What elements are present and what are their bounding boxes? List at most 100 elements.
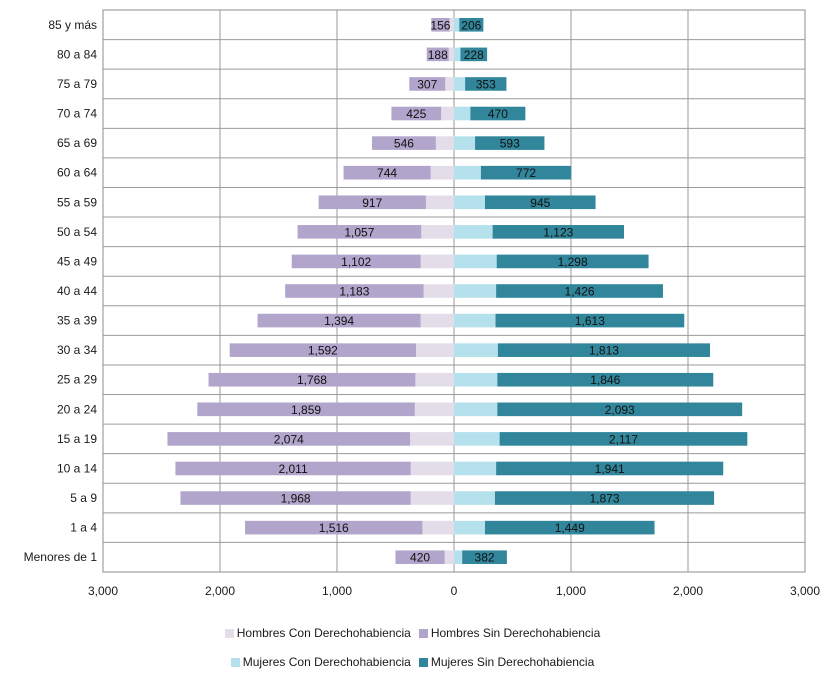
category-label: 35 a 39 (57, 314, 97, 328)
bar-hombres-con (410, 461, 454, 476)
grid-lines (102, 9, 806, 573)
x-tick-label: 3,000 (790, 584, 820, 598)
bar-mujeres-sin (465, 77, 507, 91)
bar-hombres-sin (291, 254, 421, 269)
data-label-mujeres-sin: 1,941 (595, 462, 625, 476)
bar-hombres-con (423, 284, 454, 298)
data-label-mujeres-sin: 1,846 (590, 373, 620, 387)
bar-mujeres-sin (485, 520, 655, 535)
category-label: 75 a 79 (57, 77, 97, 91)
data-labels: 156 206 188 228 307 353 425 470 546 593 744 772 917 9… (274, 18, 639, 564)
bar-mujeres-sin (499, 432, 748, 446)
bar-mujeres-con (454, 106, 471, 121)
bar-mujeres-con (454, 254, 497, 269)
x-tick-label: 0 (451, 584, 458, 598)
legend-label-mujeres-con: Mujeres Con Derechohabiencia (242, 655, 411, 669)
category-label: 45 a 49 (57, 254, 97, 268)
bar-hombres-sin (409, 77, 446, 91)
bar-mujeres-sin (497, 372, 714, 387)
x-axis-tick-labels: 3,000 2,000 1,000 0 1,000 2,000 3,000 (88, 584, 820, 598)
bar-hombres-sin (395, 550, 445, 565)
legend-item-hombres-sin[interactable]: Hombres Sin Derechohabiencia (418, 626, 600, 640)
legend-item-mujeres-con[interactable]: Mujeres Con Derechohabiencia (230, 655, 411, 669)
category-label: 10 a 14 (57, 461, 97, 475)
data-label-mujeres-sin: 593 (500, 137, 520, 151)
data-label-mujeres-sin: 206 (461, 18, 481, 32)
data-label-mujeres-sin: 2,117 (609, 432, 638, 446)
bar-mujeres-con (454, 550, 463, 565)
data-label-hombres-sin: 917 (362, 196, 382, 210)
data-label-hombres-sin: 2,011 (278, 462, 307, 476)
data-label-hombres-sin: 425 (406, 107, 426, 121)
bar-mujeres-con (454, 225, 493, 239)
bar-hombres-sin (208, 372, 416, 387)
category-label: 70 a 74 (57, 107, 97, 121)
bar-hombres-con (422, 520, 454, 535)
data-label-mujeres-sin: 945 (530, 196, 550, 210)
bar-hombres-sin (245, 520, 423, 535)
bar-hombres-con (445, 77, 454, 91)
bar-hombres-sin (343, 165, 431, 180)
bar-mujeres-sin (459, 17, 484, 32)
data-label-mujeres-sin: 1,426 (565, 285, 595, 299)
category-label: 30 a 34 (57, 343, 97, 357)
category-label: 1 a 4 (70, 521, 97, 535)
bar-mujeres-con (454, 77, 466, 91)
data-label-hombres-sin: 420 (410, 551, 430, 565)
category-label: 50 a 54 (57, 225, 97, 239)
bar-mujeres-sin (460, 47, 488, 62)
data-label-hombres-sin: 546 (394, 137, 414, 151)
category-label: Menores de 1 (24, 550, 98, 564)
legend-swatch-hombres-sin (418, 628, 428, 638)
legend-label-mujeres-sin: Mujeres Sin Derechohabiencia (430, 655, 595, 669)
x-tick-label: 2,000 (205, 584, 235, 598)
category-label: 65 a 69 (57, 136, 97, 150)
data-label-hombres-sin: 1,102 (341, 255, 371, 269)
category-label: 40 a 44 (57, 284, 97, 298)
bar-mujeres-sin (497, 343, 710, 357)
bar-mujeres-sin (494, 491, 715, 505)
bar-hombres-sin (297, 225, 422, 239)
bar-hombres-con (420, 313, 454, 328)
bar-hombres-con (425, 195, 454, 210)
bar-hombres-sin (180, 491, 411, 505)
legend-swatch-mujeres-con (230, 657, 240, 667)
data-label-mujeres-sin: 353 (476, 77, 496, 91)
data-label-mujeres-sin: 1,298 (558, 255, 588, 269)
category-label: 15 a 19 (57, 432, 97, 446)
data-label-mujeres-sin: 470 (488, 107, 508, 121)
bar-mujeres-sin (496, 284, 663, 298)
data-label-hombres-sin: 188 (428, 48, 448, 62)
legend-row-2: Mujeres Con Derechohabiencia Mujeres Sin… (0, 655, 825, 669)
bar-mujeres-con (454, 17, 460, 32)
bar-mujeres-con (454, 195, 486, 210)
bar-mujeres-con (454, 313, 496, 328)
bar-mujeres-con (454, 343, 498, 357)
category-label: 20 a 24 (57, 402, 97, 416)
bar-hombres-sin (318, 195, 426, 210)
category-label: 60 a 64 (57, 166, 97, 180)
data-label-mujeres-sin: 1,813 (589, 344, 619, 358)
bar-hombres-con (444, 550, 454, 565)
data-label-mujeres-sin: 228 (464, 48, 484, 62)
population-pyramid-chart: 85 y más 80 a 84 75 a 79 70 a 74 65 a 69 60 a… (24, 9, 820, 598)
legend-item-mujeres-sin[interactable]: Mujeres Sin Derechohabiencia (418, 655, 595, 669)
bar-hombres-sin (175, 461, 411, 476)
data-label-hombres-sin: 1,968 (281, 492, 311, 506)
data-label-hombres-sin: 1,859 (291, 403, 321, 417)
legend-item-hombres-con[interactable]: Hombres Con Derechohabiencia (224, 626, 411, 640)
data-label-mujeres-sin: 1,613 (575, 314, 605, 328)
bar-series (167, 17, 748, 565)
bar-mujeres-con (454, 402, 498, 417)
bar-hombres-con (449, 17, 454, 32)
category-label: 25 a 29 (57, 373, 97, 387)
data-label-hombres-sin: 156 (430, 18, 450, 32)
bar-mujeres-sin (480, 165, 572, 180)
bar-hombres-sin (391, 106, 442, 121)
bar-hombres-con (448, 47, 454, 62)
x-tick-label: 1,000 (556, 584, 586, 598)
bar-mujeres-con (454, 432, 500, 446)
bar-mujeres-sin (492, 225, 625, 239)
data-label-mujeres-sin: 772 (516, 166, 536, 180)
bar-hombres-sin (426, 47, 449, 62)
